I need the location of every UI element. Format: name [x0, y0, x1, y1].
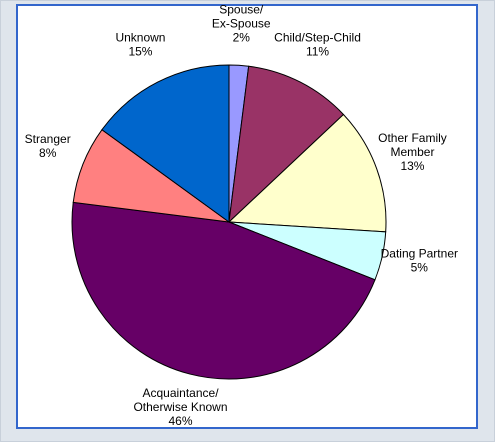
slice-value-label: 13%: [400, 159, 424, 173]
slice-label: Child/Step-Child: [274, 30, 361, 44]
slice-label-line: Otherwise Known: [133, 400, 227, 414]
slice-label-line: Unknown: [115, 30, 165, 44]
slice-label: Unknown: [115, 30, 165, 44]
slice-value-label: 5%: [411, 261, 429, 275]
slice-value-label: 2%: [233, 30, 251, 44]
slice-label: Stranger: [25, 132, 71, 146]
slice-value-label: 46%: [168, 414, 192, 428]
slice-value-label: 11%: [306, 44, 329, 58]
slice-label: Other Family Member: [378, 131, 447, 159]
pie-slice: [228, 65, 345, 224]
slice-label: Spouse/Ex-Spouse: [212, 2, 271, 30]
slice-label-line: Stranger: [25, 132, 71, 146]
slice-label-line: Other Family: [378, 131, 447, 145]
pie-slice: [227, 113, 387, 233]
slice-label-line: Member: [390, 145, 434, 159]
slice-label-line: Ex-Spouse: [212, 16, 271, 30]
slice-value-label: 8%: [39, 146, 57, 160]
slice-value-label: 15%: [128, 44, 152, 58]
slice-label-line: Spouse/: [219, 2, 264, 16]
pie-slice: [71, 201, 376, 380]
slice-label-line: Dating Partner: [381, 247, 458, 261]
slice-label: Acquaintance/Otherwise Known: [133, 386, 227, 414]
slice-label-line: Child/Step-Child: [274, 30, 361, 44]
pie-slice: [101, 64, 230, 223]
slice-label: Dating Partner: [381, 247, 458, 261]
slice-label-line: Acquaintance/: [142, 386, 219, 400]
